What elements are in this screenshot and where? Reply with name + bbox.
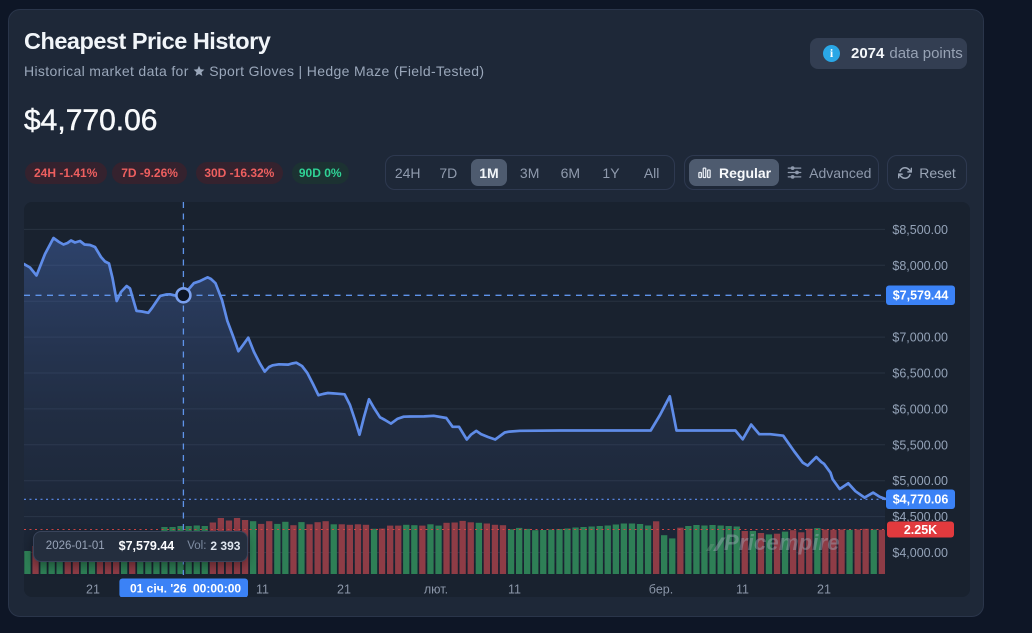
- svg-text:21: 21: [86, 583, 100, 597]
- svg-text:$8,000.00: $8,000.00: [892, 259, 948, 273]
- svg-text:$4,000.00: $4,000.00: [892, 546, 948, 560]
- svg-text:00:00:00: 00:00:00: [193, 581, 241, 595]
- svg-text:$4,500.00: $4,500.00: [892, 510, 948, 524]
- svg-text:$5,500.00: $5,500.00: [892, 438, 948, 452]
- svg-text:$5,000.00: $5,000.00: [892, 474, 948, 488]
- svg-text:бер.: бер.: [649, 583, 673, 597]
- svg-text:11: 11: [736, 583, 749, 597]
- svg-text:11: 11: [508, 583, 521, 597]
- svg-text:21: 21: [817, 583, 831, 597]
- svg-text:21: 21: [337, 583, 351, 597]
- svg-text:$8,500.00: $8,500.00: [892, 223, 948, 237]
- svg-text:$4,770.06: $4,770.06: [893, 493, 949, 507]
- svg-text:$7,579.44: $7,579.44: [893, 289, 949, 303]
- svg-text:Pricempire: Pricempire: [724, 530, 840, 555]
- svg-text:$7,000.00: $7,000.00: [892, 331, 948, 345]
- svg-text:$6,000.00: $6,000.00: [892, 402, 948, 416]
- svg-text:лют.: лют.: [424, 583, 448, 597]
- svg-text:2.25K: 2.25K: [904, 523, 937, 537]
- svg-text:01 січ. '26: 01 січ. '26: [130, 581, 187, 595]
- svg-text:11: 11: [256, 583, 269, 597]
- svg-text:$6,500.00: $6,500.00: [892, 367, 948, 381]
